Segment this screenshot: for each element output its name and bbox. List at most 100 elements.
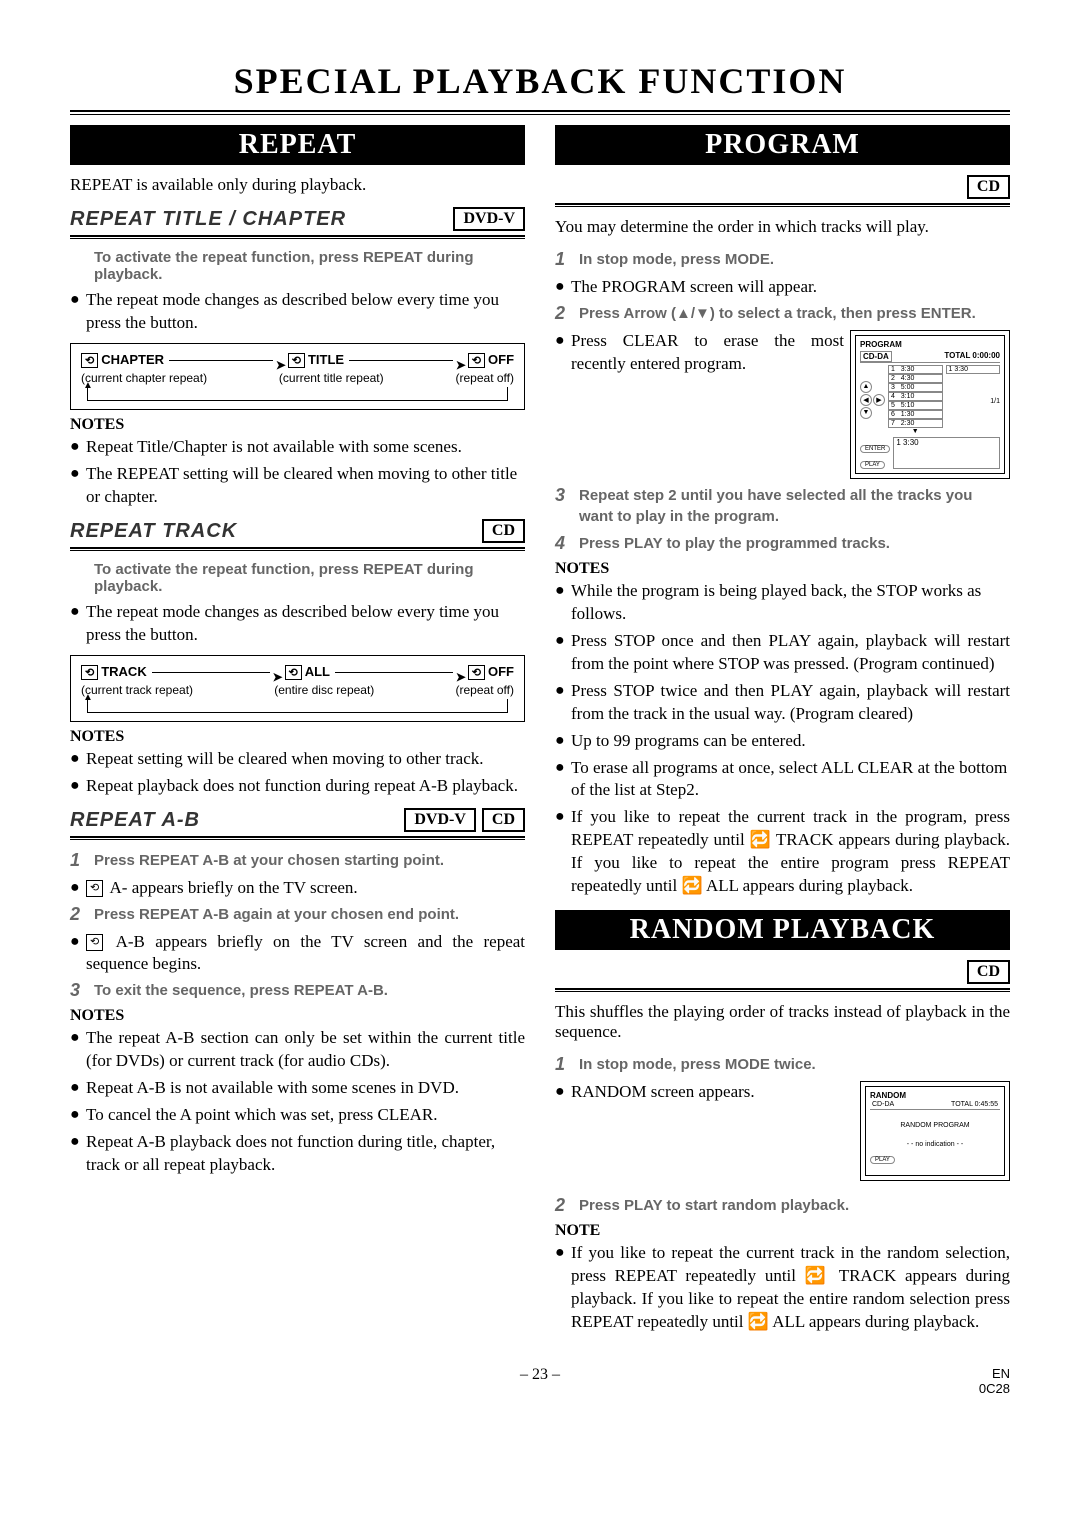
right-arrow-icon: ▶ xyxy=(873,394,885,406)
fig-total: TOTAL 0:45:55 xyxy=(951,1101,998,1108)
page-indicator: 1/1 xyxy=(946,398,1001,405)
down-arrow-icon: ▼ xyxy=(860,407,872,419)
rule xyxy=(70,547,525,551)
step-number: 1 xyxy=(70,850,94,871)
diag-off2-sub: (repeat off) xyxy=(456,683,514,697)
step-text: To exit the sequence, press REPEAT A-B. xyxy=(94,980,519,1001)
diag-chapter: CHAPTER xyxy=(101,352,164,367)
up-arrow-icon: ▲ xyxy=(860,381,872,393)
note-header: NOTE xyxy=(555,1222,1010,1240)
cd-badge: CD xyxy=(482,519,525,543)
left-column: REPEAT REPEAT is available only during p… xyxy=(70,125,525,1338)
repeat-icon: ⟲ xyxy=(86,934,103,951)
page-number: – 23 – xyxy=(150,1366,930,1396)
step-text: Press PLAY to play the programmed tracks… xyxy=(579,533,1004,554)
bottom-track: 1 3:30 xyxy=(893,437,1000,469)
track-row: 7 2:30 xyxy=(888,419,943,428)
track-row: 1 3:30 xyxy=(888,365,943,374)
note-text: Press STOP twice and then PLAY again, pl… xyxy=(571,680,1010,726)
random-section-header: RANDOM PLAYBACK xyxy=(555,910,1010,950)
note-text: To cancel the A point which was set, pre… xyxy=(86,1104,438,1127)
notes-header: NOTES xyxy=(555,560,1010,578)
fig-disc: CD-DA xyxy=(872,1101,894,1108)
diag-all-sub: (entire disc repeat) xyxy=(274,683,374,697)
fig-total: TOTAL 0:00:00 xyxy=(944,351,1000,362)
note-text: Press STOP once and then PLAY again, pla… xyxy=(571,630,1010,676)
dvdv-badge: DVD-V xyxy=(453,207,525,231)
step-text: Press REPEAT A-B at your chosen starting… xyxy=(94,850,519,871)
return-arrow-icon xyxy=(87,387,508,401)
right-column: PROGRAM CD You may determine the order i… xyxy=(555,125,1010,1338)
page-title: SPECIAL PLAYBACK FUNCTION xyxy=(70,60,1010,102)
lang-code: EN xyxy=(992,1366,1010,1381)
repeat-ab-heading: REPEAT A-B xyxy=(70,809,200,832)
fig-title: PROGRAM xyxy=(860,340,902,349)
track-row: 6 1:30 xyxy=(888,410,943,419)
selected-track: 1 3:30 xyxy=(946,365,1001,374)
repeat-icon: ⟲ xyxy=(86,880,103,897)
rule xyxy=(555,988,1010,992)
cd-badge: CD xyxy=(482,808,525,832)
step-text: Press PLAY to start random playback. xyxy=(579,1195,1004,1216)
diag-title: TITLE xyxy=(308,352,344,367)
note-text: The REPEAT setting will be cleared when … xyxy=(86,463,525,509)
note-text: Repeat Title/Chapter is not available wi… xyxy=(86,436,462,459)
title-rule xyxy=(70,110,1010,115)
random-bullet: RANDOM screen appears. xyxy=(571,1081,755,1104)
diag-off2: OFF xyxy=(488,664,514,679)
diag-track-sub: (current track repeat) xyxy=(81,683,193,697)
random-screen-figure: RANDOM CD-DA TOTAL 0:45:55 RANDOM PROGRAM… xyxy=(860,1081,1010,1181)
step-number: 2 xyxy=(555,1195,579,1216)
note-text: Repeat A-B is not available with some sc… xyxy=(86,1077,459,1100)
step-number: 4 xyxy=(555,533,579,554)
note-text: Repeat A-B playback does not function du… xyxy=(86,1131,525,1177)
step-number: 1 xyxy=(555,1054,579,1075)
repeat-icon: ⟲ xyxy=(468,665,485,680)
step-number: 3 xyxy=(555,485,579,506)
note-text: The repeat A-B section can only be set w… xyxy=(86,1027,525,1073)
step-number: 3 xyxy=(70,980,94,1001)
note-text: While the program is being played back, … xyxy=(571,580,1010,626)
track-row: 2 4:30 xyxy=(888,374,943,383)
diag-off: OFF xyxy=(488,352,514,367)
repeat-track-instruction: To activate the repeat function, press R… xyxy=(94,561,525,595)
repeat-section-header: REPEAT xyxy=(70,125,525,165)
program-screen-figure: PROGRAM CD-DATOTAL 0:00:00 ▲ ◀▶ ▼ 1 3:30… xyxy=(850,330,1010,479)
diag-all: ALL xyxy=(305,664,330,679)
fig-title: RANDOM xyxy=(870,1091,1000,1100)
note-text: If you like to repeat the current track … xyxy=(571,1242,1010,1334)
program-bullet: Press CLEAR to erase the most recently e… xyxy=(571,330,844,376)
track-row: 4 3:10 xyxy=(888,392,943,401)
repeat-track-heading: REPEAT TRACK xyxy=(70,520,237,543)
note-text: To erase all programs at once, select AL… xyxy=(571,757,1010,803)
diag-title-sub: (current title repeat) xyxy=(279,371,384,385)
step-text: Press REPEAT A-B again at your chosen en… xyxy=(94,904,519,925)
step-text: Press Arrow (▲/▼) to select a track, the… xyxy=(579,303,1004,324)
note-text: Repeat setting will be cleared when movi… xyxy=(86,748,483,771)
dvdv-badge: DVD-V xyxy=(404,808,476,832)
rule xyxy=(555,203,1010,207)
note-text: If you like to repeat the current track … xyxy=(571,806,1010,898)
cd-badge: CD xyxy=(967,960,1010,984)
repeat-intro: REPEAT is available only during playback… xyxy=(70,175,525,195)
repeat-icon: ⟲ xyxy=(81,665,98,680)
repeat-icon: ⟲ xyxy=(288,353,305,368)
step-number: 2 xyxy=(70,904,94,925)
diag-chapter-sub: (current chapter repeat) xyxy=(81,371,207,385)
step-text: In stop mode, press MODE twice. xyxy=(579,1054,1004,1075)
notes-header: NOTES xyxy=(70,1007,525,1025)
repeat-tc-bullet: The repeat mode changes as described bel… xyxy=(86,289,525,335)
chapter-title-off-diagram: ⟲CHAPTER ⟲TITLE ⟲OFF (current chapter re… xyxy=(70,343,525,410)
repeat-icon: ⟲ xyxy=(285,665,302,680)
diag-track: TRACK xyxy=(101,664,147,679)
repeat-icon: ⟲ xyxy=(468,353,485,368)
rule xyxy=(70,836,525,840)
ab-bullet: ⟲ A- appears briefly on the TV screen. xyxy=(86,877,358,900)
step-text: Repeat step 2 until you have selected al… xyxy=(579,485,1004,527)
step-number: 2 xyxy=(555,303,579,324)
repeat-icon: ⟲ xyxy=(81,353,98,368)
step-text: In stop mode, press MODE. xyxy=(579,249,1004,270)
play-btn-icon: PLAY xyxy=(870,1156,895,1164)
rule xyxy=(70,235,525,239)
random-msg: RANDOM PROGRAM xyxy=(870,1122,1000,1129)
